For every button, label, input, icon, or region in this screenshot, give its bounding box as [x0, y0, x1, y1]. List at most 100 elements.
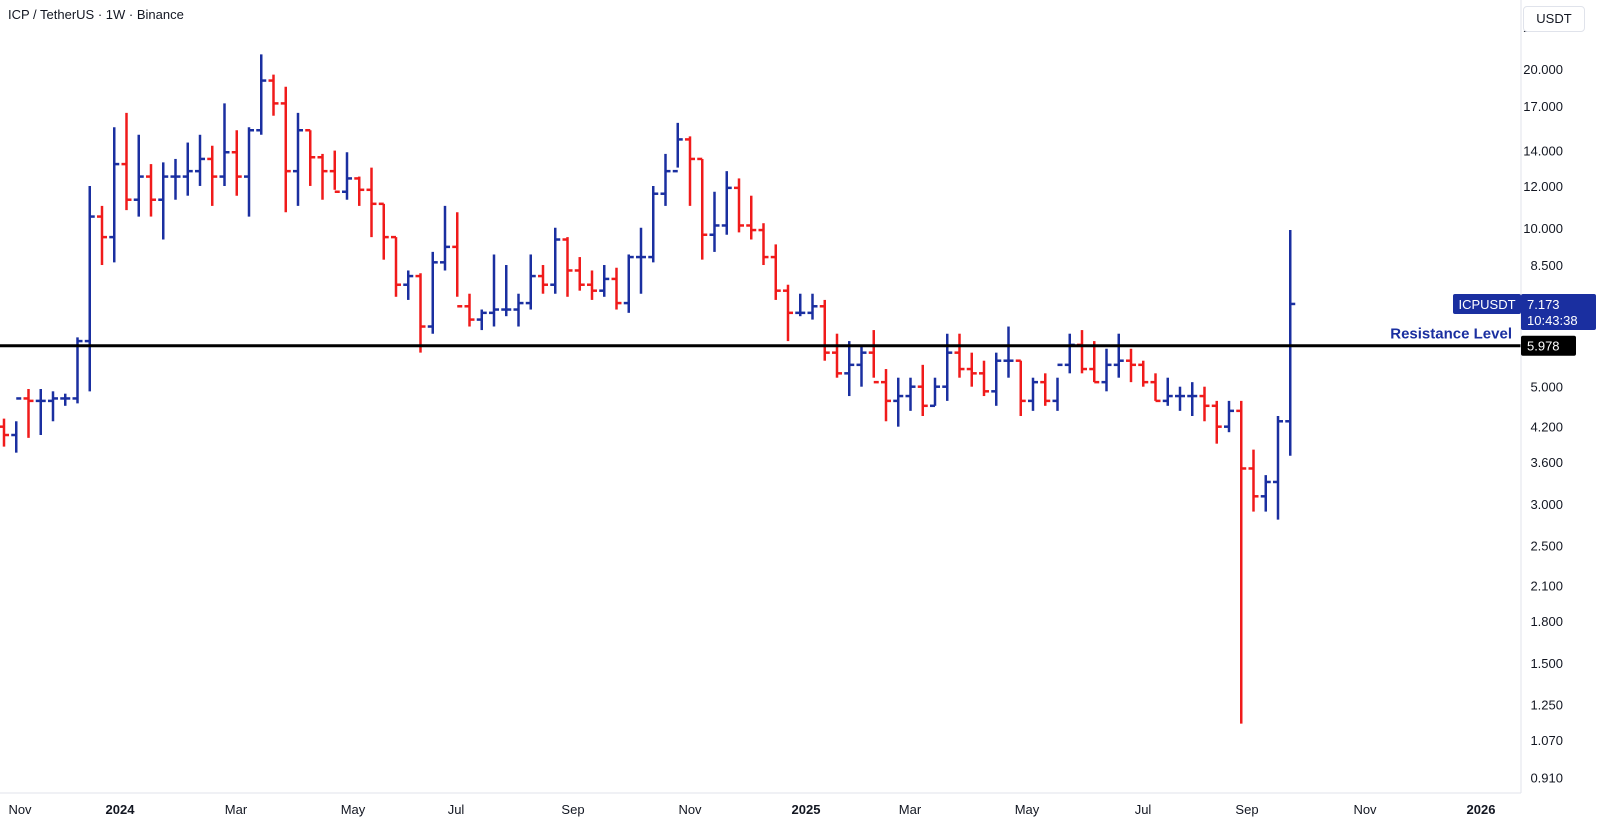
ohlc-bar[interactable] — [1015, 359, 1026, 417]
ohlc-bar[interactable] — [783, 284, 793, 342]
ohlc-bar[interactable] — [403, 270, 414, 300]
ohlc-bar[interactable] — [623, 254, 634, 313]
ohlc-bar[interactable] — [856, 344, 867, 387]
ohlc-bar[interactable] — [1273, 416, 1283, 520]
ohlc-bar[interactable] — [280, 86, 291, 213]
ohlc-bar[interactable] — [991, 352, 1002, 406]
ohlc-bar[interactable] — [832, 333, 842, 378]
ohlc-bar[interactable] — [685, 136, 695, 206]
ohlc-bar[interactable] — [464, 293, 475, 327]
ohlc-bar[interactable] — [219, 103, 230, 186]
ohlc-bar[interactable] — [268, 74, 279, 116]
ohlc-bar[interactable] — [231, 130, 242, 196]
ohlc-bar[interactable] — [23, 388, 34, 438]
ohlc-bar[interactable] — [1040, 373, 1051, 406]
ohlc-bar[interactable] — [844, 341, 855, 397]
ohlc-bar[interactable] — [440, 205, 450, 271]
ohlc-bar[interactable] — [746, 195, 757, 240]
ohlc-bar[interactable] — [697, 157, 708, 260]
ohlc-bar[interactable] — [979, 360, 989, 397]
ohlc-bar[interactable] — [954, 333, 965, 378]
ohlc-bar[interactable] — [672, 122, 683, 173]
ohlc-bar[interactable] — [1138, 360, 1149, 387]
ohlc-bar[interactable] — [1150, 373, 1161, 403]
ohlc-bar[interactable] — [1285, 230, 1296, 456]
ohlc-bar[interactable] — [329, 150, 340, 194]
ohlc-bar[interactable] — [636, 227, 646, 294]
ohlc-bar[interactable] — [195, 134, 205, 186]
ohlc-bar[interactable] — [146, 164, 156, 217]
ohlc-bar[interactable] — [501, 265, 512, 317]
currency-selector[interactable]: USDT — [1523, 6, 1585, 32]
ohlc-bar[interactable] — [293, 112, 303, 206]
ohlc-bar[interactable] — [758, 223, 769, 266]
ohlc-bar[interactable] — [868, 330, 879, 384]
ohlc-bar[interactable] — [1199, 386, 1210, 422]
ohlc-bar[interactable] — [734, 178, 744, 233]
ohlc-bar[interactable] — [415, 273, 426, 353]
ohlc-bar[interactable] — [427, 251, 438, 334]
ohlc-bar[interactable] — [391, 235, 401, 297]
ohlc-bar[interactable] — [305, 128, 316, 186]
ohlc-bar[interactable] — [709, 191, 720, 252]
ohlc-bar[interactable] — [587, 270, 597, 300]
ohlc-bar[interactable] — [770, 244, 781, 300]
ohlc-bar[interactable] — [452, 212, 463, 308]
ohlc-bar[interactable] — [489, 254, 499, 327]
ohlc-bar[interactable] — [550, 227, 561, 294]
ohlc-bar[interactable] — [1028, 377, 1038, 411]
ohlc-bar[interactable] — [966, 352, 977, 387]
ohlc-bar[interactable] — [538, 265, 548, 294]
ohlc-bar[interactable] — [1003, 326, 1014, 378]
ohlc-bar[interactable] — [0, 418, 9, 447]
ohlc-bar[interactable] — [1187, 382, 1198, 417]
ohlc-bar[interactable] — [1236, 400, 1247, 724]
ohlc-bar[interactable] — [84, 185, 95, 392]
ohlc-bar[interactable] — [35, 388, 46, 436]
ohlc-bar[interactable] — [917, 364, 928, 417]
ohlc-bar[interactable] — [378, 202, 389, 260]
ohlc-bar[interactable] — [660, 153, 671, 206]
ohlc-bar[interactable] — [182, 142, 193, 196]
ohlc-bar[interactable] — [1089, 341, 1100, 384]
ohlc-bar[interactable] — [905, 377, 916, 411]
ohlc-bar[interactable] — [109, 127, 120, 263]
ohlc-bar[interactable] — [942, 333, 953, 401]
ohlc-bar[interactable] — [170, 158, 181, 200]
ohlc-bar[interactable] — [121, 112, 132, 211]
ohlc-bar[interactable] — [158, 162, 169, 240]
ohlc-bar[interactable] — [562, 237, 573, 297]
ohlc-bar[interactable] — [574, 257, 585, 291]
ohlc-bar[interactable] — [1077, 330, 1087, 374]
ohlc-bar[interactable] — [97, 205, 107, 266]
ohlc-bar[interactable] — [1162, 377, 1173, 406]
ohlc-bar[interactable] — [1248, 449, 1259, 512]
ohlc-bar[interactable] — [893, 377, 904, 427]
ohlc-bar[interactable] — [244, 127, 254, 217]
ohlc-bar[interactable] — [807, 293, 818, 320]
ohlc-bar[interactable] — [1211, 400, 1222, 444]
ohlc-bar[interactable] — [1101, 348, 1112, 392]
ohlc-bar[interactable] — [648, 185, 659, 263]
ohlc-bar[interactable] — [1052, 363, 1063, 411]
ohlc-bar[interactable] — [1126, 348, 1136, 383]
ohlc-bar[interactable] — [342, 152, 352, 200]
ohlc-bar[interactable] — [1260, 475, 1271, 512]
ohlc-bar[interactable] — [513, 293, 524, 327]
ohlc-bar[interactable] — [721, 171, 732, 235]
ohlc-bar[interactable] — [256, 54, 267, 135]
ohlc-bar[interactable] — [48, 391, 58, 422]
ohlc-bar[interactable] — [72, 337, 83, 404]
ohlc-bar[interactable] — [207, 145, 218, 206]
ohlc-bar[interactable] — [133, 134, 144, 217]
ohlc-bar[interactable] — [60, 393, 71, 406]
ohlc-bar[interactable] — [366, 167, 377, 238]
ohlc-bar[interactable] — [881, 369, 891, 422]
ohlc-bar[interactable] — [1064, 333, 1075, 374]
ohlc-bar[interactable] — [795, 293, 806, 317]
ohlc-bar[interactable] — [599, 265, 610, 297]
ohlc-bar[interactable] — [317, 153, 328, 200]
ohlc-bar[interactable] — [354, 176, 365, 206]
ohlc-bar[interactable] — [11, 397, 22, 453]
